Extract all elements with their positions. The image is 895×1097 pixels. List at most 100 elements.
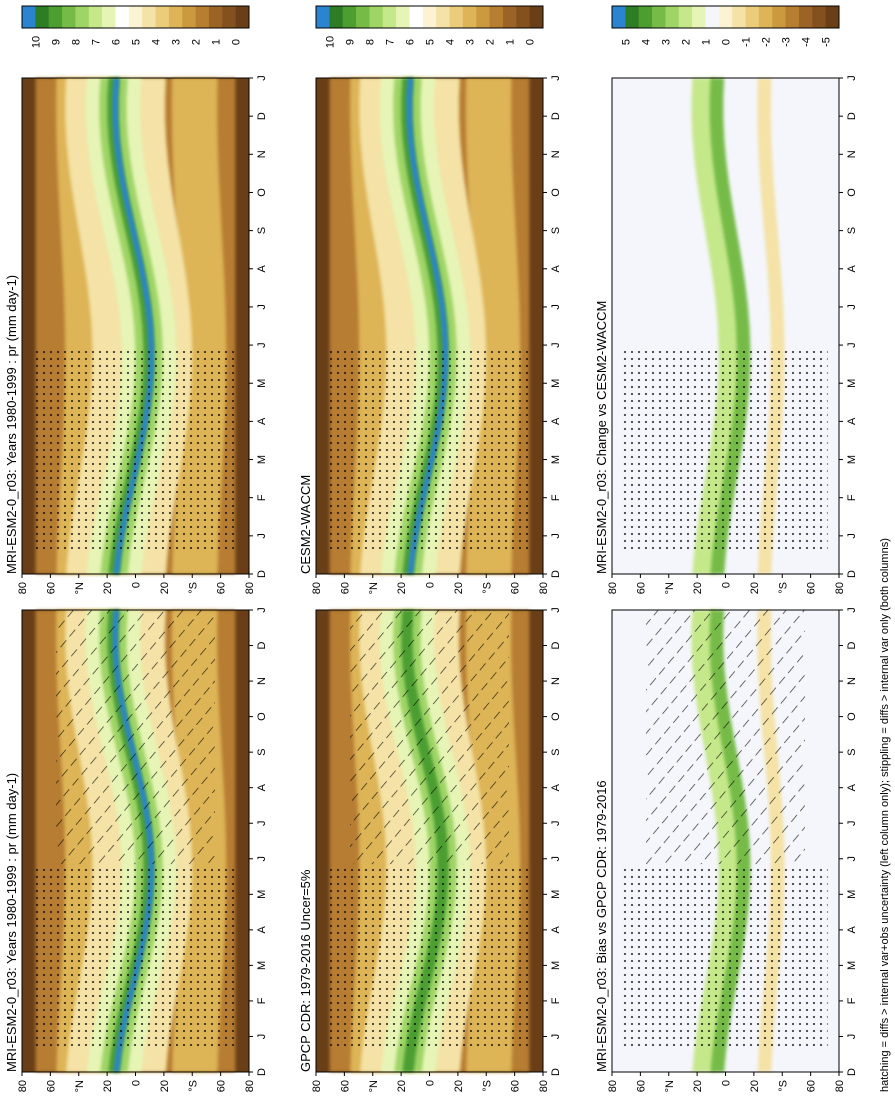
colorbar-swatch bbox=[88, 6, 103, 28]
panel-title: CESM2-WACCM bbox=[298, 475, 313, 574]
month-tick-label: A bbox=[256, 783, 268, 791]
lat-tick-label: 20 bbox=[396, 1080, 408, 1092]
lat-tick-label: 20 bbox=[453, 582, 465, 594]
lat-tick-label: 60 bbox=[339, 582, 351, 594]
month-tick-label: O bbox=[256, 712, 268, 721]
month-tick-label: J bbox=[256, 856, 268, 862]
lat-tick-label: °N bbox=[664, 1080, 676, 1092]
month-tick-label: D bbox=[846, 570, 858, 578]
colorbar-swatch bbox=[678, 6, 693, 28]
month-tick-label: O bbox=[846, 712, 858, 721]
month-tick-label: D bbox=[256, 570, 268, 578]
colorbar-swatch bbox=[436, 6, 451, 28]
colorbar-swatch bbox=[758, 6, 773, 28]
colorbar-swatch bbox=[222, 6, 237, 28]
colorbar-tick-label: 10 bbox=[324, 36, 336, 48]
lat-tick-label: 60 bbox=[635, 1080, 647, 1092]
colorbar-frame bbox=[315, 5, 544, 29]
colorbar-swatch bbox=[625, 6, 640, 28]
lat-tick-label: °N bbox=[74, 1080, 86, 1092]
month-tick-label: N bbox=[550, 150, 562, 158]
colorbar-tick-label: -5 bbox=[821, 37, 833, 47]
panel-title: MRI-ESM2-0_r03: Years 1980-1999 : pr (mm… bbox=[4, 275, 19, 574]
colorbar-swatch bbox=[772, 6, 787, 28]
colorbar-tick-label: 4 bbox=[640, 39, 652, 45]
month-tick-label: S bbox=[550, 227, 562, 234]
colorbar-swatch bbox=[785, 6, 800, 28]
month-tick-label: N bbox=[550, 677, 562, 685]
lat-tick-label: °N bbox=[368, 1080, 380, 1092]
lat-tick-label: 20 bbox=[692, 582, 704, 594]
month-tick-label: M bbox=[550, 890, 562, 899]
month-tick-label: M bbox=[846, 961, 858, 970]
colorbar-swatch bbox=[422, 6, 437, 28]
lat-tick-label: 60 bbox=[45, 1080, 57, 1092]
lat-tick-label: 80 bbox=[607, 582, 619, 594]
footnote: hatching = diffs > internal var+obs unce… bbox=[879, 538, 891, 1092]
month-tick-label: A bbox=[256, 926, 268, 934]
month-tick-label: A bbox=[256, 264, 268, 272]
month-tick-label: N bbox=[846, 677, 858, 685]
month-tick-label: J bbox=[550, 342, 562, 348]
colorbar-swatch bbox=[812, 6, 827, 28]
lat-tick-label: 20 bbox=[453, 1080, 465, 1092]
lat-tick-label: 0 bbox=[425, 1080, 437, 1086]
lat-tick-label: 80 bbox=[311, 582, 323, 594]
month-tick-label: J bbox=[846, 820, 858, 826]
colorbar-tick-label: 3 bbox=[171, 39, 183, 45]
month-tick-label: M bbox=[256, 379, 268, 388]
month-tick-label: A bbox=[846, 264, 858, 272]
colorbar-tick-label: 5 bbox=[620, 39, 632, 45]
month-tick-label: J bbox=[846, 75, 858, 81]
month-tick-label: S bbox=[550, 748, 562, 755]
month-tick-label: J bbox=[256, 820, 268, 826]
month-tick-label: A bbox=[550, 417, 562, 425]
colorbar-swatch bbox=[825, 6, 840, 28]
chart-panel-4: D J F M A M J J A S O N D J 80 60 °N 20 0 20 °S 60 80 MRI-ESM2-… bbox=[594, 519, 858, 1092]
colorbar-tick-label: 0 bbox=[721, 39, 733, 45]
colorbar-tick-label: -2 bbox=[761, 37, 773, 47]
lat-tick-label: °N bbox=[74, 582, 86, 594]
month-tick-label: F bbox=[256, 997, 268, 1004]
month-tick-label: J bbox=[846, 304, 858, 310]
month-tick-label: M bbox=[550, 455, 562, 464]
month-tick-label: J bbox=[550, 75, 562, 81]
panel-title: MRI-ESM2-0_r03: Bias vs GPCP CDR: 1979-2… bbox=[594, 780, 609, 1072]
month-tick-label: F bbox=[550, 494, 562, 501]
month-tick-label: M bbox=[550, 961, 562, 970]
stippling-overlay bbox=[327, 350, 532, 550]
month-tick-label: J bbox=[846, 856, 858, 862]
month-tick-label: S bbox=[256, 227, 268, 234]
colorbar-swatch bbox=[462, 6, 477, 28]
colorbar-tick-label: 9 bbox=[50, 39, 62, 45]
colorbar-swatch bbox=[35, 6, 50, 28]
lat-tick-label: 60 bbox=[339, 1080, 351, 1092]
lat-tick-label: 60 bbox=[806, 1080, 818, 1092]
colorbar-swatch bbox=[382, 6, 397, 28]
lat-tick-label: 80 bbox=[17, 1080, 29, 1092]
lat-tick-label: °S bbox=[481, 1080, 493, 1092]
colorbar-swatch bbox=[638, 6, 653, 28]
colorbar-swatch bbox=[745, 6, 760, 28]
month-tick-label: J bbox=[256, 75, 268, 81]
month-tick-label: M bbox=[256, 455, 268, 464]
colorbar-swatch bbox=[369, 6, 384, 28]
colorbar-swatch bbox=[652, 6, 666, 28]
month-tick-label: O bbox=[256, 188, 268, 197]
colorbar-swatch bbox=[449, 6, 464, 28]
month-tick-label: J bbox=[550, 820, 562, 826]
lat-tick-label: 0 bbox=[131, 582, 143, 588]
month-tick-label: O bbox=[846, 188, 858, 197]
hatching-overlay bbox=[646, 610, 805, 865]
colorbar-tick-label: 1 bbox=[505, 39, 517, 45]
month-tick-label: N bbox=[256, 150, 268, 158]
colorbar-swatch bbox=[798, 6, 813, 28]
colorbar-tick-label: 2 bbox=[485, 39, 497, 45]
colorbar-tick-label: 2 bbox=[680, 39, 692, 45]
lat-tick-label: 20 bbox=[749, 582, 761, 594]
lat-tick-label: 60 bbox=[216, 582, 228, 594]
colorbar-swatch bbox=[195, 6, 210, 28]
lat-tick-label: 80 bbox=[607, 1080, 619, 1092]
hatching-overlay bbox=[350, 610, 509, 865]
